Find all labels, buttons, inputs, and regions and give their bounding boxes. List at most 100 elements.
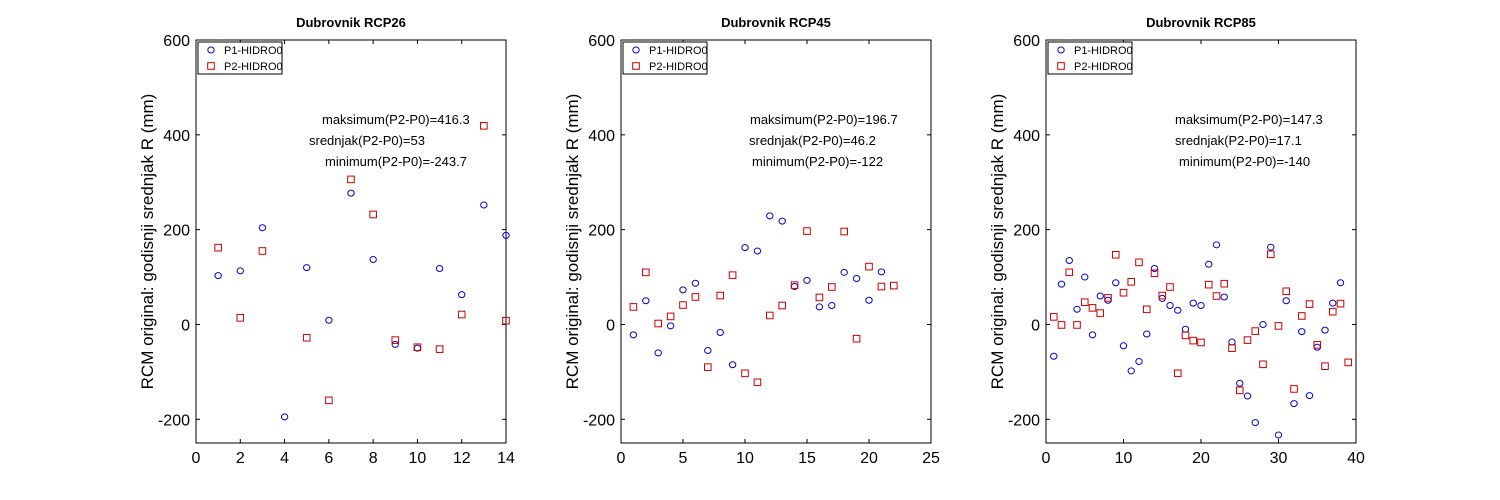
data-point-p1 bbox=[1057, 280, 1066, 288]
data-point-p1 bbox=[1205, 260, 1213, 268]
data-point-p2 bbox=[778, 301, 787, 310]
y-tick-label: 0 bbox=[181, 317, 190, 334]
data-point-p1 bbox=[629, 331, 638, 339]
legend-marker-p2 bbox=[632, 62, 640, 70]
x-tick-label: 0 bbox=[192, 450, 201, 467]
data-point-p2 bbox=[1328, 307, 1337, 316]
data-point-p1 bbox=[258, 224, 267, 232]
data-point-p2 bbox=[1073, 321, 1081, 329]
data-point-p1 bbox=[1228, 338, 1236, 346]
legend-label: P1-HIDRO0 bbox=[224, 45, 283, 57]
data-point-p2 bbox=[369, 210, 377, 219]
data-point-p1 bbox=[704, 347, 712, 355]
data-point-p2 bbox=[480, 122, 488, 130]
data-point-p2 bbox=[1142, 305, 1151, 314]
stats-annotation: maksimum(P2-P0)=416.3 bbox=[322, 112, 470, 127]
data-point-p1 bbox=[666, 322, 675, 330]
chart-title: Dubrovnik RCP45 bbox=[721, 15, 831, 30]
data-point-p1 bbox=[1212, 241, 1221, 249]
data-point-p1 bbox=[1135, 357, 1143, 365]
data-point-p1 bbox=[778, 217, 786, 225]
data-point-p2 bbox=[1305, 300, 1314, 308]
legend-label: P1-HIDRO0 bbox=[649, 45, 708, 57]
data-point-p2 bbox=[1088, 304, 1097, 312]
data-point-p2 bbox=[840, 227, 849, 236]
stats-annotation: maksimum(P2-P0)=196.7 bbox=[750, 112, 898, 127]
data-point-p1 bbox=[236, 267, 244, 275]
data-point-p1 bbox=[1088, 331, 1097, 339]
data-point-p1 bbox=[1259, 320, 1267, 328]
y-tick-label: 200 bbox=[588, 223, 615, 240]
data-point-p2 bbox=[753, 378, 762, 387]
data-point-p2 bbox=[1119, 288, 1128, 297]
data-point-p2 bbox=[1150, 269, 1159, 278]
data-point-p2 bbox=[1313, 341, 1322, 349]
data-point-p1 bbox=[1267, 243, 1275, 251]
data-point-p2 bbox=[1212, 292, 1221, 300]
x-tick-label: 14 bbox=[497, 450, 515, 467]
legend-label: P2-HIDRO0 bbox=[224, 61, 283, 73]
data-point-p2 bbox=[654, 319, 663, 328]
data-point-p2 bbox=[1297, 312, 1306, 320]
x-tick-label: 25 bbox=[922, 450, 940, 467]
data-point-p1 bbox=[1290, 400, 1298, 408]
data-point-p2 bbox=[890, 281, 898, 290]
data-point-p2 bbox=[214, 243, 222, 252]
data-point-p1 bbox=[214, 272, 222, 280]
data-point-p1 bbox=[1305, 392, 1314, 400]
data-point-p1 bbox=[325, 316, 333, 324]
data-point-p1 bbox=[1073, 305, 1081, 313]
data-point-p2 bbox=[1065, 268, 1074, 277]
y-tick-label: -200 bbox=[1008, 412, 1040, 429]
data-point-p1 bbox=[1150, 265, 1159, 273]
y-tick-label: 200 bbox=[1013, 223, 1040, 240]
stats-annotation: minimum(P2-P0)=-140 bbox=[1179, 154, 1310, 169]
data-point-p2 bbox=[1321, 362, 1329, 370]
legend-marker-p2 bbox=[1057, 62, 1065, 70]
data-point-p2 bbox=[1197, 338, 1205, 347]
data-point-p2 bbox=[1266, 250, 1275, 259]
chart-panel-3: 0 10 20 30 40 -200 0 200 400 600 Dubrovnik RCP85 RC… bbox=[988, 15, 1365, 467]
stats-annotation: maksimum(P2-P0)=147.3 bbox=[1175, 112, 1323, 127]
data-point-p2 bbox=[1111, 250, 1120, 259]
data-point-p2 bbox=[815, 293, 824, 302]
data-point-p2 bbox=[642, 268, 650, 277]
data-point-p1 bbox=[766, 212, 774, 220]
x-tick-label: 4 bbox=[280, 450, 289, 467]
data-point-p2 bbox=[1127, 278, 1136, 286]
x-tick-label: 10 bbox=[736, 450, 754, 467]
data-point-p1 bbox=[347, 189, 355, 197]
data-point-p2 bbox=[1096, 309, 1105, 317]
data-point-p1 bbox=[852, 274, 861, 282]
data-point-p2 bbox=[435, 345, 444, 353]
x-tick-label: 12 bbox=[453, 450, 471, 467]
data-point-p1 bbox=[1336, 279, 1345, 287]
data-point-p1 bbox=[1127, 367, 1135, 375]
legend-label: P1-HIDRO0 bbox=[1074, 45, 1133, 57]
data-point-p1 bbox=[691, 279, 700, 287]
stats-annotation: minimum(P2-P0)=-243.7 bbox=[325, 154, 467, 169]
data-point-p2 bbox=[865, 262, 873, 271]
x-tick-label: 8 bbox=[369, 450, 378, 467]
x-tick-label: 10 bbox=[1115, 450, 1133, 467]
x-tick-label: 10 bbox=[409, 450, 427, 467]
data-point-p1 bbox=[642, 297, 650, 305]
data-point-p2 bbox=[1336, 299, 1345, 308]
data-point-p1 bbox=[1236, 379, 1244, 387]
data-point-p2 bbox=[413, 343, 422, 352]
stats-annotation: srednjak(P2-P0)=17.1 bbox=[1175, 133, 1302, 148]
y-tick-label: -200 bbox=[158, 412, 190, 429]
data-point-p1 bbox=[1329, 299, 1337, 307]
data-point-p2 bbox=[1228, 344, 1236, 352]
data-point-p2 bbox=[1104, 294, 1112, 302]
data-point-p2 bbox=[1049, 313, 1058, 321]
y-tick-label: 600 bbox=[588, 33, 615, 50]
legend-label: P2-HIDRO0 bbox=[1074, 61, 1133, 73]
data-point-p2 bbox=[1204, 280, 1213, 289]
chart-title: Dubrovnik RCP85 bbox=[1146, 15, 1256, 30]
data-point-p2 bbox=[457, 310, 466, 319]
data-point-p1 bbox=[1050, 352, 1058, 360]
data-point-p1 bbox=[828, 302, 836, 310]
